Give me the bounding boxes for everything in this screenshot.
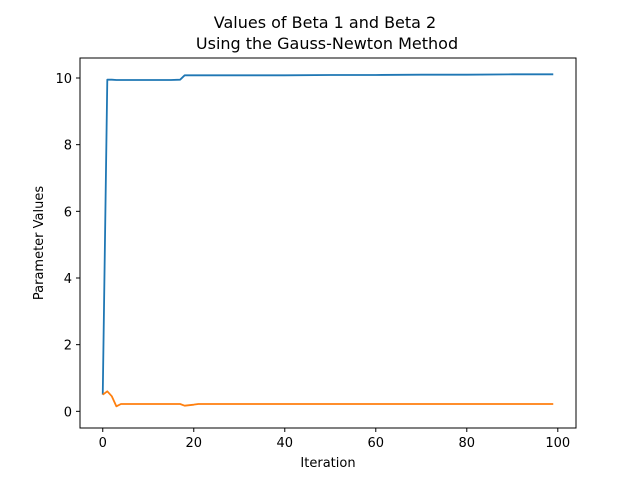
y-tick-label: 10 xyxy=(55,72,72,87)
y-tick-label: 0 xyxy=(64,405,72,420)
chart-subtitle: Using the Gauss-Newton Method xyxy=(196,34,458,53)
y-tick-label: 2 xyxy=(64,339,72,354)
y-axis-label: Parameter Values xyxy=(32,186,47,300)
series-line-1 xyxy=(101,73,554,395)
x-tick-label: 40 xyxy=(276,436,293,451)
x-tick-label: 80 xyxy=(459,436,476,451)
plot-frame xyxy=(79,57,577,429)
x-tick-label: 100 xyxy=(545,436,570,451)
series-line-2 xyxy=(102,390,554,408)
x-axis-label: Iteration xyxy=(300,456,355,471)
series-layer xyxy=(101,73,554,408)
x-tick-label: 60 xyxy=(368,436,385,451)
y-tick-label: 4 xyxy=(64,272,72,287)
y-tick-label: 8 xyxy=(64,139,72,154)
x-tick-label: 0 xyxy=(99,436,107,451)
tick-layer: 0 20 40 60 80 100 0 2 4 6 8 10 xyxy=(55,72,570,451)
x-tick-label: 20 xyxy=(185,436,202,451)
y-tick-label: 6 xyxy=(64,205,72,220)
chart-title: Values of Beta 1 and Beta 2 xyxy=(214,13,436,32)
